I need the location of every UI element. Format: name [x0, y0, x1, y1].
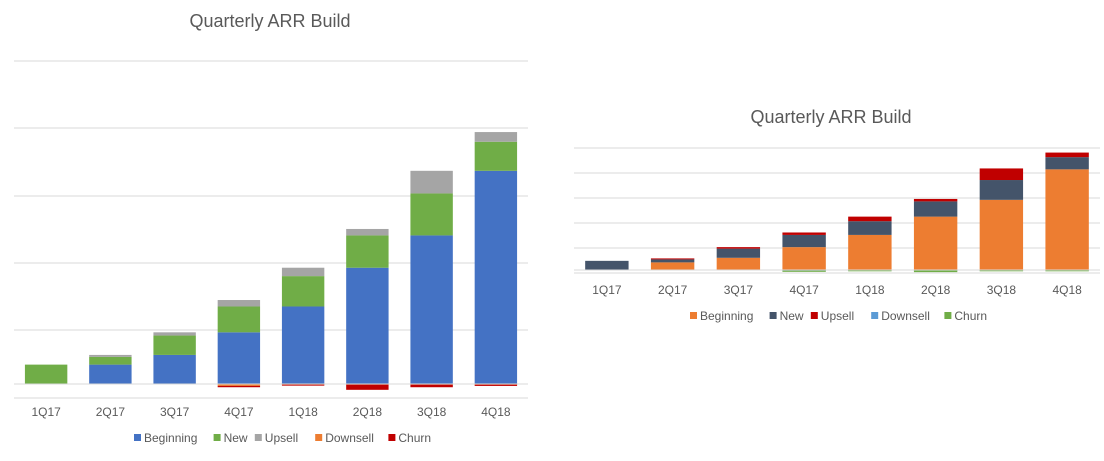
bar-upsell-3q18 — [979, 168, 1024, 181]
x-tick-label: 1Q17 — [31, 405, 61, 419]
bar-churn-4q17 — [782, 270, 826, 272]
x-tick-label: 3Q17 — [724, 283, 754, 297]
bar-upsell-4q17 — [217, 300, 261, 307]
bar-beginning-4q18 — [1045, 169, 1089, 270]
legend-label-churn: Churn — [954, 309, 987, 323]
legend-swatch-new — [213, 434, 221, 441]
bar-upsell-3q17 — [716, 247, 761, 249]
bar-downsell-4q17 — [217, 384, 261, 386]
bar-upsell-1q18 — [848, 216, 892, 222]
bar-upsell-4q17 — [782, 232, 826, 235]
arr-chart-right: Quarterly ARR Build 1Q17 2Q17 3Q17 4Q17 1Q18 2… — [566, 0, 1104, 456]
legend-label-new: New — [780, 309, 804, 323]
bar-beginning-3q17 — [153, 354, 196, 384]
chart-left-svg: Quarterly ARR Build 1Q17 2Q17 3Q17 4Q17 1Q18 2… — [14, 11, 528, 445]
bar-beginning-2q18 — [346, 267, 389, 384]
legend-swatch-churn — [944, 312, 952, 319]
bar-new-4q17 — [782, 234, 826, 248]
x-tick-label: 2Q18 — [353, 405, 383, 419]
legend-label-beginning: Beginning — [144, 431, 197, 445]
legend-label-upsell: Upsell — [265, 431, 298, 445]
bar-upsell-3q18 — [410, 170, 453, 194]
chart-title: Quarterly ARR Build — [750, 107, 911, 127]
legend-label-downsell: Downsell — [325, 431, 374, 445]
bar-new-3q17 — [716, 248, 761, 258]
bar-beginning-2q17 — [89, 364, 132, 384]
x-tick-label: 2Q17 — [96, 405, 126, 419]
bar-new-1q17 — [24, 364, 68, 384]
bar-beginning-4q17 — [217, 332, 261, 384]
bar-new-3q18 — [979, 180, 1024, 200]
bar-beginning-3q18 — [979, 199, 1024, 270]
bar-new-2q17 — [650, 259, 695, 263]
bar-new-4q17 — [217, 306, 261, 333]
bar-churn-4q18 — [1045, 270, 1089, 272]
x-tick-label: 4Q17 — [789, 283, 819, 297]
bar-new-2q17 — [89, 356, 132, 365]
legend-swatch-beginning — [690, 312, 697, 319]
legend-label-churn: Churn — [398, 431, 431, 445]
bar-churn-1q18 — [281, 384, 325, 386]
legend-swatch-upsell — [254, 434, 262, 441]
bar-beginning-3q17 — [716, 257, 761, 270]
bar-beginning-1q18 — [281, 306, 325, 384]
bar-churn-3q18 — [410, 384, 453, 388]
bar-upsell-2q17 — [89, 354, 132, 357]
x-tick-label: 3Q18 — [417, 405, 447, 419]
bar-beginning-4q18 — [474, 170, 518, 384]
bar-new-4q18 — [474, 141, 518, 171]
x-tick-label: 4Q17 — [224, 405, 254, 419]
legend-swatch-new — [769, 312, 777, 319]
bar-new-4q18 — [1045, 157, 1089, 170]
legend-swatch-downsell — [871, 312, 879, 319]
bar-new-1q18 — [848, 221, 892, 235]
bar-new-2q18 — [346, 235, 389, 268]
x-tick-label: 3Q18 — [987, 283, 1017, 297]
x-tick-label: 1Q17 — [592, 283, 622, 297]
bar-beginning-2q17 — [650, 262, 695, 270]
x-tick-label: 2Q17 — [658, 283, 688, 297]
bar-beginning-3q18 — [410, 235, 453, 384]
bar-upsell-4q18 — [474, 132, 518, 142]
bar-beginning-2q18 — [913, 216, 958, 270]
bar-new-3q17 — [153, 335, 196, 355]
bar-churn-3q18 — [979, 270, 1024, 272]
legend-swatch-beginning — [134, 434, 141, 441]
bar-churn-2q18 — [346, 384, 389, 390]
bar-new-3q18 — [410, 193, 453, 236]
bar-new-2q18 — [913, 201, 958, 217]
bar-churn-4q18 — [474, 384, 518, 386]
bar-churn-2q18 — [913, 270, 958, 273]
bar-upsell-2q18 — [913, 198, 958, 202]
legend-swatch-churn — [388, 434, 396, 441]
bar-new-1q17 — [585, 260, 629, 270]
x-tick-label: 2Q18 — [921, 283, 951, 297]
bar-upsell-1q18 — [281, 267, 325, 277]
x-tick-label: 1Q18 — [855, 283, 885, 297]
bar-upsell-4q18 — [1045, 152, 1089, 158]
x-tick-label: 1Q18 — [288, 405, 318, 419]
legend-swatch-downsell — [315, 434, 323, 441]
chart-right-svg: Quarterly ARR Build 1Q17 2Q17 3Q17 4Q17 1Q18 2… — [574, 107, 1100, 323]
bar-churn-1q18 — [848, 270, 892, 272]
legend-label-downsell: Downsell — [881, 309, 930, 323]
bar-upsell-3q17 — [153, 332, 196, 336]
bar-beginning-1q18 — [848, 234, 892, 270]
arr-chart-left: Quarterly ARR Build 1Q17 2Q17 3Q17 4Q17 1Q18 2… — [0, 0, 540, 456]
x-tick-label: 3Q17 — [160, 405, 190, 419]
legend-label-new: New — [224, 431, 248, 445]
bar-churn-4q17 — [217, 385, 261, 388]
x-tick-label: 4Q18 — [481, 405, 511, 419]
chart-title: Quarterly ARR Build — [189, 11, 350, 31]
legend-swatch-upsell — [810, 312, 818, 319]
bar-new-1q18 — [281, 276, 325, 307]
bar-upsell-2q17 — [650, 258, 695, 260]
x-tick-label: 4Q18 — [1052, 283, 1082, 297]
bar-beginning-4q17 — [782, 247, 826, 270]
bar-upsell-2q18 — [346, 228, 389, 236]
legend-label-beginning: Beginning — [700, 309, 753, 323]
legend-label-upsell: Upsell — [821, 309, 854, 323]
